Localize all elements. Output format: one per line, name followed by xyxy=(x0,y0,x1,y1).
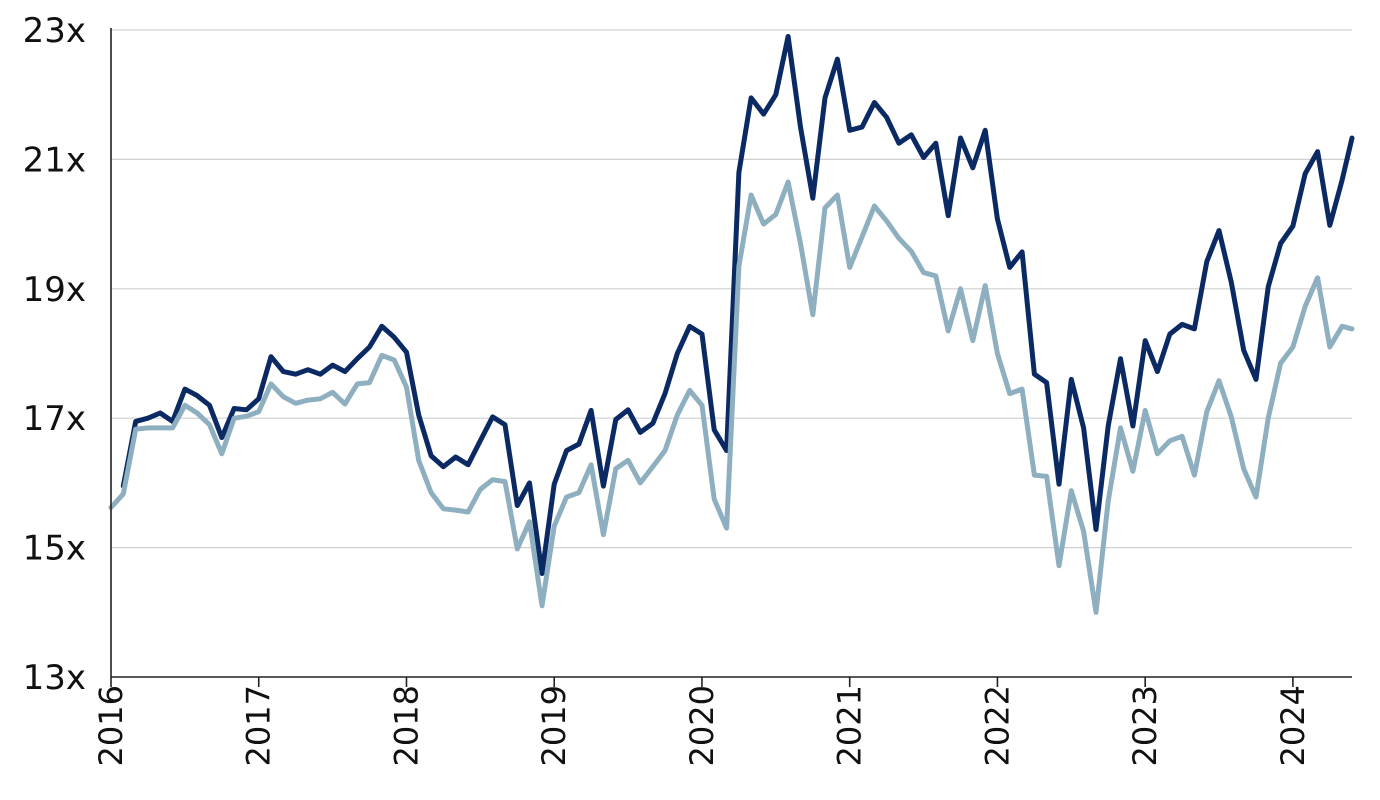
y-tick-label: 23x xyxy=(23,11,86,51)
x-tick-label: 2023 xyxy=(1126,685,1164,766)
x-tick-label: 2021 xyxy=(831,685,869,766)
x-tick-label: 2018 xyxy=(387,685,425,766)
y-tick-label: 15x xyxy=(23,529,86,569)
y-tick-label: 19x xyxy=(23,270,86,310)
x-axis-tick-labels: 2016 2017 2018 2019 2020 2021 2022 2023 2024 xyxy=(92,685,1312,766)
x-tick-label: 2024 xyxy=(1274,685,1312,766)
series-line-2 xyxy=(108,179,1355,615)
x-tick-label: 2017 xyxy=(240,685,278,766)
y-tick-label: 13x xyxy=(23,658,86,698)
series-line-1 xyxy=(120,34,1355,576)
y-axis-tick-labels: 13x 15x 17x 19x 21x 23x xyxy=(23,11,86,698)
x-tick-label: 2016 xyxy=(92,685,130,766)
x-tick-label: 2022 xyxy=(978,685,1016,766)
y-tick-label: 17x xyxy=(23,399,86,439)
x-tick-label: 2020 xyxy=(683,685,721,766)
axes xyxy=(110,28,1352,687)
x-tick-label: 2019 xyxy=(535,685,573,766)
series-lines xyxy=(108,34,1355,615)
y-tick-label: 21x xyxy=(23,140,86,180)
